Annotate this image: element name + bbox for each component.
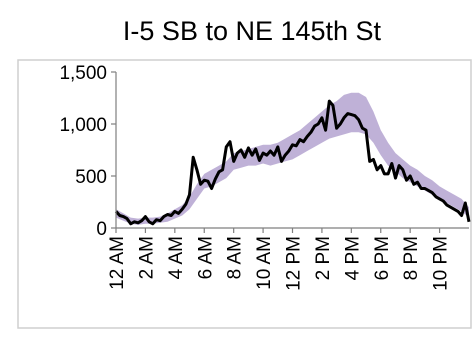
chart-title: I-5 SB to NE 145th St (123, 16, 382, 46)
y-tick-label: 1,500 (59, 63, 107, 84)
x-tick-label: 8 PM (401, 236, 422, 280)
y-tick-label: 0 (96, 219, 107, 240)
x-tick-label: 2 PM (313, 236, 334, 280)
series-band-area (116, 92, 469, 225)
x-tick-label: 6 AM (195, 236, 216, 279)
x-tick-label: 12 PM (284, 236, 305, 291)
x-tick-label: 10 AM (254, 236, 275, 290)
y-tick-label: 1,000 (59, 115, 107, 136)
axes: 0 500 1,000 1,500 12 AM 2 AM 4 AM 6 AM 8 AM 10 AM… (59, 63, 469, 291)
series-line (114, 99, 471, 226)
x-tick-label: 6 PM (372, 236, 393, 280)
x-tick-label: 8 AM (225, 236, 246, 279)
plot-area (114, 92, 471, 226)
x-tick-label: 4 AM (166, 236, 187, 279)
x-tick-label: 2 AM (136, 236, 157, 279)
x-tick-label: 12 AM (107, 236, 128, 290)
y-tick-label: 500 (75, 167, 107, 188)
chart-frame (17, 59, 472, 329)
x-tick-label: 4 PM (342, 236, 363, 280)
x-tick-label: 10 PM (431, 236, 452, 291)
